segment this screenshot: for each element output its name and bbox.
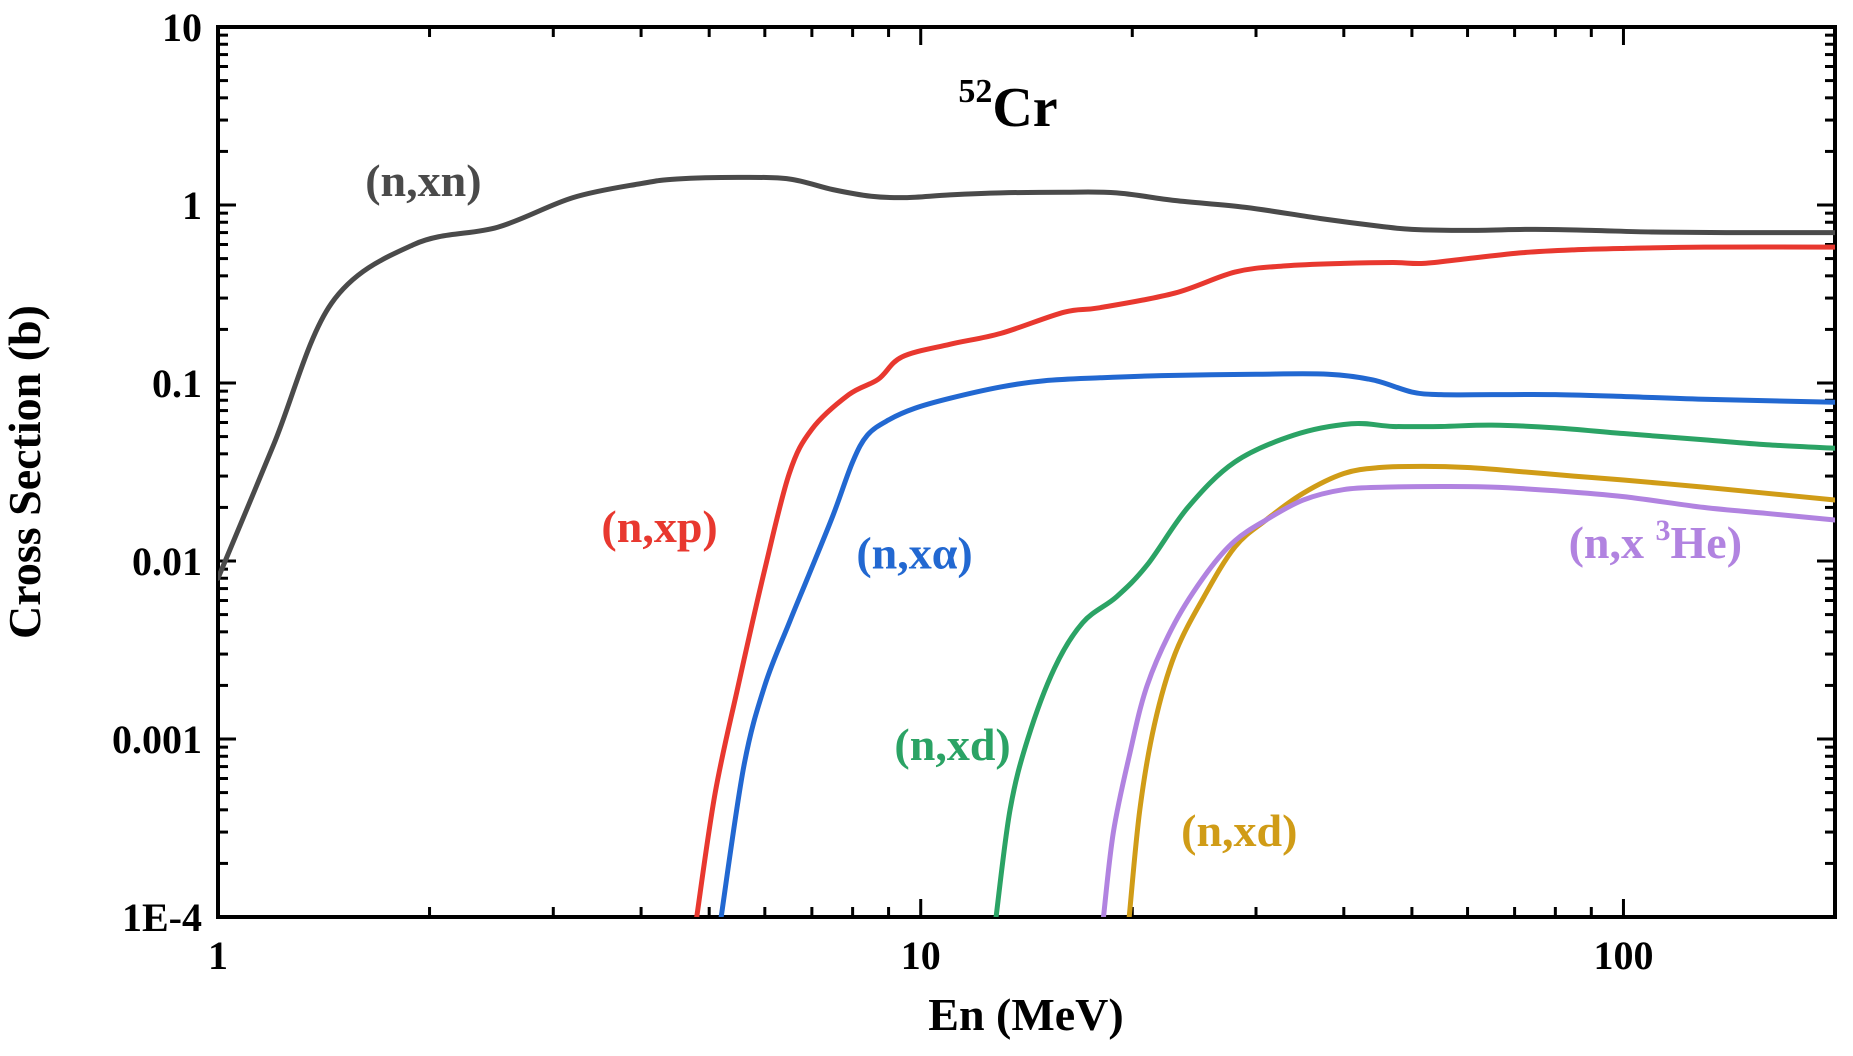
y-axis-title: Cross Section (b) — [0, 305, 50, 639]
y-tick-label: 1 — [182, 183, 202, 228]
y-tick-label: 0.1 — [152, 361, 202, 406]
series-n-x3he-label: (n,x 3He) — [1569, 514, 1742, 568]
plot-title-superscript: 52 — [958, 73, 992, 110]
series-n-xp-label: (n,xp) — [601, 501, 717, 552]
y-tick-label: 1E-4 — [122, 895, 202, 940]
series-n-xd-green-label: (n,xd) — [894, 719, 1010, 770]
series-n-xd-green-line — [993, 420, 1835, 917]
plot-frame — [216, 25, 1837, 919]
series-n-xd-gold-line — [1126, 463, 1835, 917]
x-tick-label: 10 — [901, 933, 941, 978]
plot-title-element: Cr — [992, 77, 1057, 139]
y-tick-label: 0.001 — [112, 717, 202, 762]
plot-title: 52Cr — [958, 73, 1057, 139]
series-n-xa-label: (n,xα) — [856, 527, 972, 578]
data-curves — [218, 174, 1835, 917]
series-n-xn-line — [218, 174, 1835, 581]
series-n-x3he-line — [1100, 484, 1835, 917]
x-axis-title: En (MeV) — [928, 989, 1123, 1040]
x-tick-label: 1 — [208, 933, 228, 978]
curve-labels: (n,xn) (n,xp) (n,xα) (n,xd) (n,xd) (n,x 3He) — [365, 155, 1742, 856]
y-tick-label: 0.01 — [132, 539, 202, 584]
series-n-xp-line — [694, 244, 1835, 917]
axis-ticks — [216, 25, 1835, 919]
series-n-xn-label: (n,xn) — [365, 155, 481, 206]
x-tick-label: 100 — [1593, 933, 1653, 978]
y-tick-label: 10 — [162, 5, 202, 50]
series-n-xa-line — [718, 371, 1835, 917]
axis-tick-labels: 1 10 100 1E-4 0.001 0.01 0.1 1 10 — [112, 5, 1653, 978]
series-n-xd-gold-label: (n,xd) — [1181, 805, 1297, 856]
